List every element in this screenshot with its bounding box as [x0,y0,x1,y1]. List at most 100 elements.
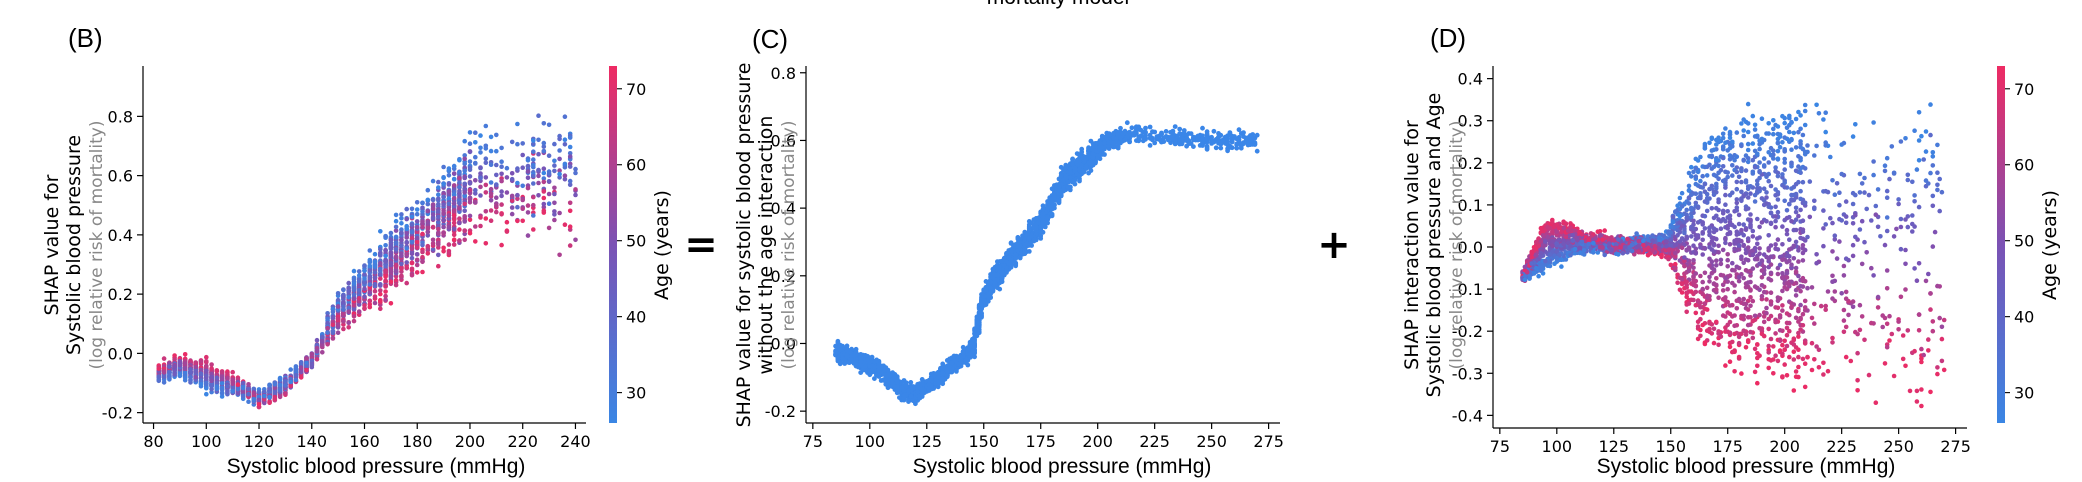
scatter-point [1177,126,1183,132]
scatter-point [499,189,504,194]
scatter-point [573,237,578,243]
scatter-point [367,302,373,307]
scatter-point [272,390,278,395]
scatter-point [425,219,431,225]
scatter-point [451,208,457,214]
scatter-point [562,222,568,227]
scatter-point [367,248,373,253]
y-tick-label: -0.2 [102,404,133,423]
scatter-point [246,391,251,397]
plus-symbol: + [1317,222,1351,268]
scatter-point [356,278,362,284]
scatter-point [1124,120,1130,126]
scatter-point [494,182,499,188]
scatter-point [499,193,504,199]
scatter-point [388,279,394,284]
scatter-point [457,206,462,211]
scatter-point [293,377,299,383]
scatter-point [467,197,473,202]
scatter-point [562,142,568,147]
scatter-point [272,380,278,386]
scatter-point [546,122,552,128]
scatter-point [536,180,541,186]
scatter-point [842,361,848,366]
scatter-point [1200,125,1205,131]
scatter-point [172,364,177,369]
scatter-point [446,213,452,218]
scatter-point [1227,130,1233,136]
scatter-point [976,306,982,312]
scatter-point [467,159,473,164]
scatter-point [240,385,246,391]
scatter-point [436,242,441,247]
scatter-point [346,288,352,294]
scatter-point [214,368,220,373]
scatter-point [1191,144,1196,150]
scatter-point [378,229,383,234]
y-tick-label: 0.4 [108,226,133,245]
scatter-point [425,251,431,256]
scatter-point [341,319,346,324]
scatter-point [515,218,520,224]
equals-symbol: = [684,222,718,268]
scatter-point [256,397,262,403]
scatter-point [283,391,288,396]
scatter-point [209,383,214,388]
scatter-point [161,374,167,379]
scatter-point [414,225,420,230]
scatter-point [525,203,531,208]
scatter-point [362,294,367,300]
scatter-point [214,375,220,380]
scatter-point [204,391,209,397]
scatter-point [1211,139,1217,145]
scatter-point [531,149,536,154]
scatter-point [478,165,483,170]
x-tick-label: 80 [143,432,163,451]
scatter-point [346,295,352,300]
scatter-point [1211,128,1217,134]
scatter-point [525,175,531,180]
scatter-point [298,375,304,380]
scatter-point [546,179,552,184]
scatter-point [430,202,436,207]
scatter-point [404,260,410,265]
scatter-point [457,176,462,181]
scatter-point [351,292,357,298]
scatter-point [525,169,531,174]
scatter-point [451,226,457,232]
scatter-point [531,138,536,143]
scatter-point [167,373,172,379]
scatter-point [383,270,388,275]
scatter-point [351,296,357,302]
panel-label-c: (C) [752,24,788,54]
scatter-point [262,393,267,399]
scatter-point [409,266,415,272]
scatter-point [494,195,499,200]
scatter-point [209,362,214,367]
scatter-point [436,196,441,202]
colorbar-tick-label: 40 [626,308,646,327]
scatter-point [562,176,568,182]
y-tick-label: 0.0 [108,344,133,363]
colorbar-tick-label: 50 [626,232,646,251]
scatter-point [372,288,378,294]
scatter-point [436,209,441,214]
scatter-point [483,160,489,165]
scatter-point [451,242,457,247]
scatter-point [1227,145,1233,150]
scatter-point [383,293,388,299]
scatter-point [367,263,373,269]
scatter-point [235,391,241,396]
scatter-point [378,272,383,277]
scatter-point [267,398,272,404]
scatter-point [367,274,373,280]
scatter-point [372,294,378,299]
scatter-point [488,198,494,203]
scatter-point [509,193,515,199]
x-tick-label: 220 [507,432,538,451]
scatter-point [277,394,283,400]
scatter-point [499,145,504,151]
scatter-point [182,361,188,366]
panel-b-plot [156,113,578,410]
